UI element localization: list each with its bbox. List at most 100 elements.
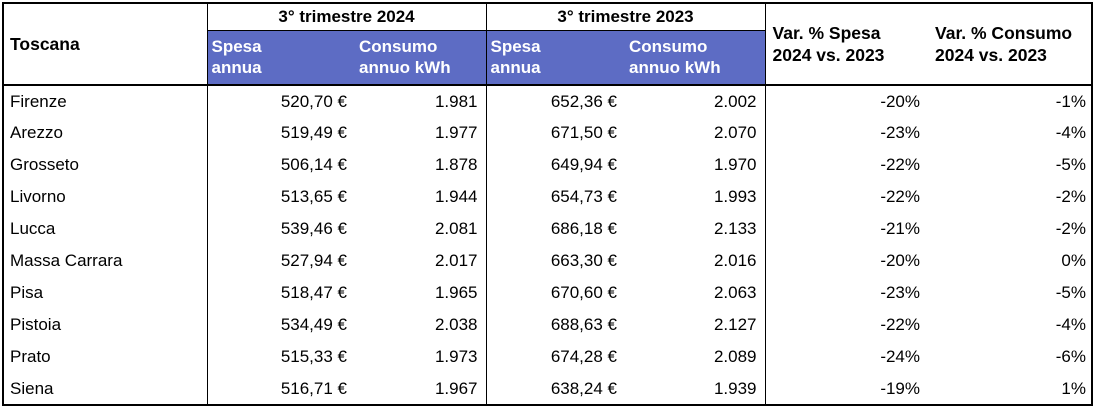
consumo-2024-value: 2.017 xyxy=(355,245,487,277)
var-spesa-value: -20% xyxy=(880,251,920,270)
consumo-2024-header-line1: Consumo xyxy=(359,37,438,57)
spesa-2023-value: 649,94 € xyxy=(550,155,617,174)
var-consumo-header-line1: Var. % Consumo xyxy=(935,23,1073,43)
consumo-2024-value: 1.967 xyxy=(355,373,487,405)
consumo-2023-value: 2.070 xyxy=(625,117,766,149)
table-row: Siena 516,71 € 1.967 638,24 € 1.939 -19%… xyxy=(3,373,1092,405)
spesa-2024-value: 534,49 € xyxy=(280,315,347,334)
consumo-2024-header-line2: annuo kWh xyxy=(359,58,451,78)
var-spesa-value: -22% xyxy=(880,187,920,206)
consumo-2024-value: 1.944 xyxy=(355,181,487,213)
consumo-2023-header-line1: Consumo xyxy=(629,37,708,57)
consumo-2023-value: 1.939 xyxy=(625,373,766,405)
var-spesa-value: -19% xyxy=(880,378,920,398)
spesa-2023-value: 671,50 € xyxy=(550,123,617,142)
table-header: Toscana 3° trimestre 2024 3° trimestre 2… xyxy=(3,3,1092,86)
spesa-2023-value: 638,24 € xyxy=(550,378,617,398)
province-name: Siena xyxy=(3,373,208,405)
var-spesa-value: -22% xyxy=(880,155,920,174)
spesa-2023-value: 686,18 € xyxy=(550,219,617,238)
consumo-2023-value: 2.063 xyxy=(625,277,766,309)
consumo-2024-value: 1.965 xyxy=(355,277,487,309)
province-name: Massa Carrara xyxy=(3,245,208,277)
period-2023-title: 3° trimestre 2023 xyxy=(486,3,766,31)
var-spesa-value: -21% xyxy=(880,219,920,238)
province-name: Pisa xyxy=(3,277,208,309)
consumo-2023-header-line2: annuo kWh xyxy=(629,58,721,78)
consumo-2024-value: 1.878 xyxy=(355,149,487,181)
var-consumo-value: -2% xyxy=(1055,187,1086,206)
consumo-2023-value: 1.970 xyxy=(625,149,766,181)
consumo-2023-value: 2.133 xyxy=(625,213,766,245)
var-spesa-value: -22% xyxy=(880,315,920,334)
region-label: Toscana xyxy=(3,3,208,86)
table-body: Firenze 520,70 € 1.981 652,36 € 2.002 -2… xyxy=(3,85,1092,405)
var-spesa-value: -24% xyxy=(880,347,920,366)
spesa-2024-value: 520,70 € xyxy=(280,91,347,111)
var-spesa-value: -20% xyxy=(880,91,920,111)
consumo-2024-value: 1.977 xyxy=(355,117,487,149)
consumo-2024-value: 1.973 xyxy=(355,341,487,373)
var-spesa-header-line1: Var. % Spesa xyxy=(772,23,881,43)
spesa-2024-value: 515,33 € xyxy=(280,347,347,366)
province-name: Prato xyxy=(3,341,208,373)
var-consumo-value: -5% xyxy=(1055,155,1086,174)
spesa-2024-value: 506,14 € xyxy=(280,155,347,174)
table-row: Lucca 539,46 € 2.081 686,18 € 2.133 -21%… xyxy=(3,213,1092,245)
spesa-2023-value: 654,73 € xyxy=(550,187,617,206)
table-row: Prato 515,33 € 1.973 674,28 € 2.089 -24%… xyxy=(3,341,1092,373)
consumo-2024-value: 2.038 xyxy=(355,309,487,341)
province-name: Livorno xyxy=(3,181,208,213)
var-consumo-value: -6% xyxy=(1055,347,1086,366)
spesa-2024-value: 516,71 € xyxy=(280,378,347,398)
var-spesa-header-line2: 2024 vs. 2023 xyxy=(772,45,885,65)
var-consumo-value: -4% xyxy=(1055,315,1086,334)
var-consumo-value: 0% xyxy=(1061,251,1086,270)
table-row: Pistoia 534,49 € 2.038 688,63 € 2.127 -2… xyxy=(3,309,1092,341)
consumo-2023-header: Consumo annuo kWh xyxy=(625,30,766,86)
spesa-2024-header-line1: Spesa xyxy=(211,37,262,57)
spesa-2024-value: 527,94 € xyxy=(280,251,347,270)
table-row: Arezzo 519,49 € 1.977 671,50 € 2.070 -23… xyxy=(3,117,1092,149)
spesa-2024-value: 518,47 € xyxy=(280,283,347,302)
consumo-2023-value: 1.993 xyxy=(625,181,766,213)
consumo-2023-value: 2.002 xyxy=(625,85,766,117)
spesa-2023-header: Spesa annua xyxy=(486,30,625,86)
spesa-2023-value: 663,30 € xyxy=(550,251,617,270)
spesa-2023-value: 652,36 € xyxy=(550,91,617,111)
var-consumo-value: -4% xyxy=(1055,123,1086,142)
spesa-2024-value: 519,49 € xyxy=(280,123,347,142)
province-name: Pistoia xyxy=(3,309,208,341)
var-consumo-value: -1% xyxy=(1055,91,1086,111)
consumo-2024-value: 2.081 xyxy=(355,213,487,245)
var-spesa-header: Var. % Spesa 2024 vs. 2023 xyxy=(765,3,928,86)
spesa-2023-header-line1: Spesa xyxy=(490,37,541,57)
province-name: Firenze xyxy=(3,85,208,117)
consumo-2024-header: Consumo annuo kWh xyxy=(355,30,487,86)
consumo-2023-value: 2.127 xyxy=(625,309,766,341)
var-spesa-value: -23% xyxy=(880,283,920,302)
consumo-2023-value: 2.089 xyxy=(625,341,766,373)
var-consumo-value: -5% xyxy=(1055,283,1086,302)
province-name: Grosseto xyxy=(3,149,208,181)
spesa-2024-header: Spesa annua xyxy=(207,30,355,86)
spesa-2023-value: 670,60 € xyxy=(550,283,617,302)
spesa-2023-value: 688,63 € xyxy=(550,315,617,334)
consumo-2024-value: 1.981 xyxy=(355,85,487,117)
var-spesa-value: -23% xyxy=(880,123,920,142)
table-row: Livorno 513,65 € 1.944 654,73 € 1.993 -2… xyxy=(3,181,1092,213)
table-row: Grosseto 506,14 € 1.878 649,94 € 1.970 -… xyxy=(3,149,1092,181)
province-name: Lucca xyxy=(3,213,208,245)
period-2024-title: 3° trimestre 2024 xyxy=(207,3,487,31)
var-consumo-value: 1% xyxy=(1061,378,1086,398)
spesa-2024-header-line2: annua xyxy=(211,58,262,78)
table-row: Pisa 518,47 € 1.965 670,60 € 2.063 -23% … xyxy=(3,277,1092,309)
var-consumo-header: Var. % Consumo 2024 vs. 2023 xyxy=(928,3,1092,86)
spesa-2024-value: 513,65 € xyxy=(280,187,347,206)
province-name: Arezzo xyxy=(3,117,208,149)
spesa-2023-value: 674,28 € xyxy=(550,347,617,366)
spesa-2023-header-line2: annua xyxy=(490,58,541,78)
spesa-2024-value: 539,46 € xyxy=(280,219,347,238)
table-row: Massa Carrara 527,94 € 2.017 663,30 € 2.… xyxy=(3,245,1092,277)
